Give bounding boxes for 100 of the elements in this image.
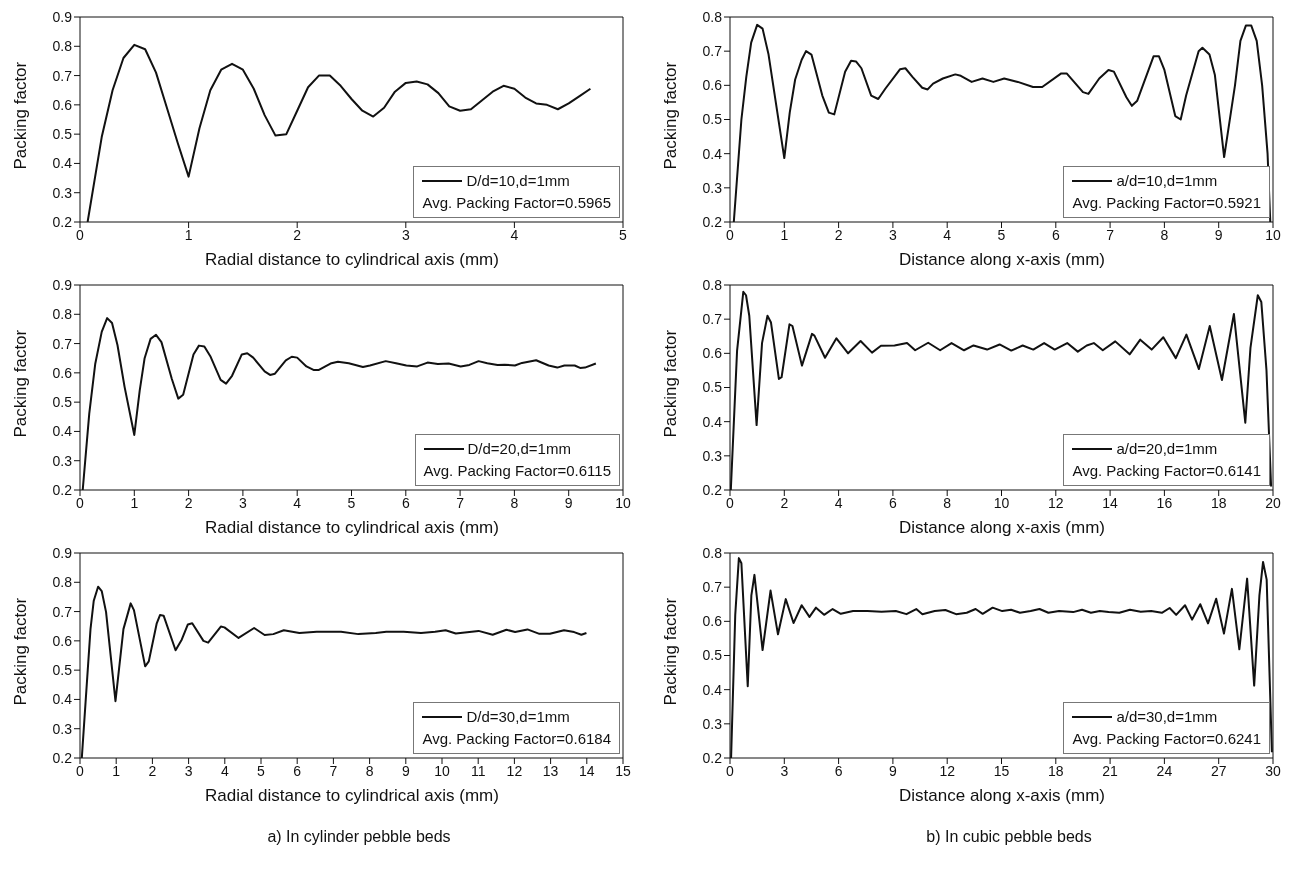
x-axis-title: Radial distance to cylindrical axis (mm) (204, 250, 500, 270)
y-tick-label: 0.7 (52, 603, 73, 620)
y-axis-title: Packing factor (661, 61, 681, 170)
x-tick-label: 6 (834, 762, 843, 779)
x-tick-label: 2 (184, 494, 193, 511)
x-tick-label: 12 (506, 762, 523, 779)
y-axis-title: Packing factor (11, 329, 31, 438)
x-tick-label: 12 (939, 762, 956, 779)
x-tick-label: 3 (184, 762, 193, 779)
x-tick-label: 3 (239, 494, 247, 511)
x-tick-label: 8 (365, 762, 374, 779)
x-tick-label: 16 (1156, 494, 1173, 511)
x-tick-label: 11 (470, 762, 486, 779)
legend-label: D/d=20,d=1mm (467, 439, 571, 459)
x-tick-label: 7 (456, 494, 465, 511)
x-axis-title: Radial distance to cylindrical axis (mm) (204, 786, 500, 806)
legend-label: D/d=10,d=1mm (466, 171, 570, 191)
y-tick-label: 0.7 (702, 311, 723, 328)
x-tick-label: 6 (889, 494, 897, 511)
y-tick-label: 0.4 (702, 681, 723, 698)
y-tick-label: 0.6 (52, 96, 73, 113)
y-tick-label: 0.2 (52, 481, 73, 498)
x-axis-title: Distance along x-axis (mm) (898, 786, 1106, 806)
x-tick-label: 2 (834, 226, 843, 243)
x-tick-label: 10 (615, 494, 631, 511)
y-tick-label: 0.3 (702, 715, 723, 732)
y-axis-title: Packing factor (661, 597, 681, 706)
x-tick-label: 7 (329, 762, 338, 779)
x-tick-label: 5 (997, 226, 1006, 243)
y-axis-title: Packing factor (11, 61, 31, 170)
x-tick-label: 0 (76, 226, 85, 243)
y-tick-label: 0.2 (702, 481, 723, 498)
x-tick-label: 18 (1210, 494, 1227, 511)
y-tick-label: 0.4 (52, 423, 73, 440)
y-tick-label: 0.5 (52, 662, 73, 679)
y-tick-label: 0.9 (52, 8, 73, 25)
x-tick-label: 30 (1265, 762, 1281, 779)
y-tick-label: 0.2 (702, 749, 723, 766)
x-tick-label: 2 (293, 226, 302, 243)
y-tick-label: 0.8 (702, 276, 723, 293)
y-tick-label: 0.3 (52, 184, 73, 201)
x-tick-label: 0 (726, 226, 735, 243)
x-tick-label: 24 (1156, 762, 1173, 779)
x-tick-label: 8 (510, 494, 519, 511)
y-tick-label: 0.7 (702, 579, 723, 596)
y-tick-label: 0.7 (52, 67, 73, 84)
y-axis-title: Packing factor (11, 597, 31, 706)
y-tick-label: 0.3 (702, 179, 723, 196)
y-tick-label: 0.3 (52, 720, 73, 737)
y-tick-label: 0.3 (702, 447, 723, 464)
x-tick-label: 5 (347, 494, 356, 511)
legend-label: a/d=20,d=1mm (1116, 439, 1218, 459)
x-tick-label: 0 (726, 494, 735, 511)
x-tick-label: 20 (1265, 494, 1281, 511)
annotation: Avg. Packing Factor=0.5921 (1072, 193, 1261, 213)
y-axis-title: Packing factor (661, 329, 681, 438)
x-tick-label: 0 (76, 494, 85, 511)
x-tick-label: 3 (780, 762, 789, 779)
y-tick-label: 0.2 (702, 213, 723, 230)
x-tick-label: 4 (293, 494, 302, 511)
y-tick-label: 0.8 (702, 544, 723, 561)
x-tick-label: 15 (615, 762, 631, 779)
x-tick-label: 3 (401, 226, 410, 243)
y-tick-label: 0.4 (702, 413, 723, 430)
y-tick-label: 0.4 (702, 145, 723, 162)
x-tick-label: 18 (1048, 762, 1064, 779)
y-tick-label: 0.6 (52, 632, 73, 649)
x-tick-label: 1 (184, 226, 193, 243)
text: b) In cubic pebble beds (925, 828, 1093, 846)
x-tick-label: 10 (993, 494, 1010, 511)
x-tick-label: 6 (293, 762, 302, 779)
legend-label: D/d=30,d=1mm (466, 707, 570, 727)
x-axis-title: Radial distance to cylindrical axis (mm) (204, 518, 500, 538)
y-tick-label: 0.6 (702, 77, 723, 94)
y-tick-label: 0.4 (52, 155, 73, 172)
annotation: Avg. Packing Factor=0.6141 (1072, 461, 1261, 481)
x-tick-label: 8 (943, 494, 952, 511)
y-tick-label: 0.7 (52, 335, 73, 352)
legend-label: a/d=10,d=1mm (1116, 171, 1218, 191)
x-tick-label: 14 (1102, 494, 1119, 511)
x-tick-label: 5 (257, 762, 266, 779)
x-tick-label: 6 (401, 494, 410, 511)
y-tick-label: 0.5 (52, 394, 73, 411)
x-tick-label: 2 (148, 762, 157, 779)
legend-label: a/d=30,d=1mm (1116, 707, 1218, 727)
text: a) In cylinder pebble beds (266, 828, 452, 846)
y-tick-label: 0.8 (52, 306, 73, 323)
x-tick-label: 27 (1210, 762, 1227, 779)
y-tick-label: 0.8 (52, 38, 73, 55)
x-tick-label: 6 (1051, 226, 1060, 243)
x-tick-label: 5 (619, 226, 628, 243)
x-tick-label: 2 (780, 494, 789, 511)
y-tick-label: 0.6 (702, 345, 723, 362)
x-tick-label: 10 (1265, 226, 1281, 243)
x-tick-label: 4 (220, 762, 229, 779)
y-tick-label: 0.5 (702, 111, 723, 128)
x-axis-title: Distance along x-axis (mm) (898, 250, 1106, 270)
y-tick-label: 0.3 (52, 452, 73, 469)
x-tick-label: 4 (834, 494, 843, 511)
y-tick-label: 0.6 (52, 364, 73, 381)
